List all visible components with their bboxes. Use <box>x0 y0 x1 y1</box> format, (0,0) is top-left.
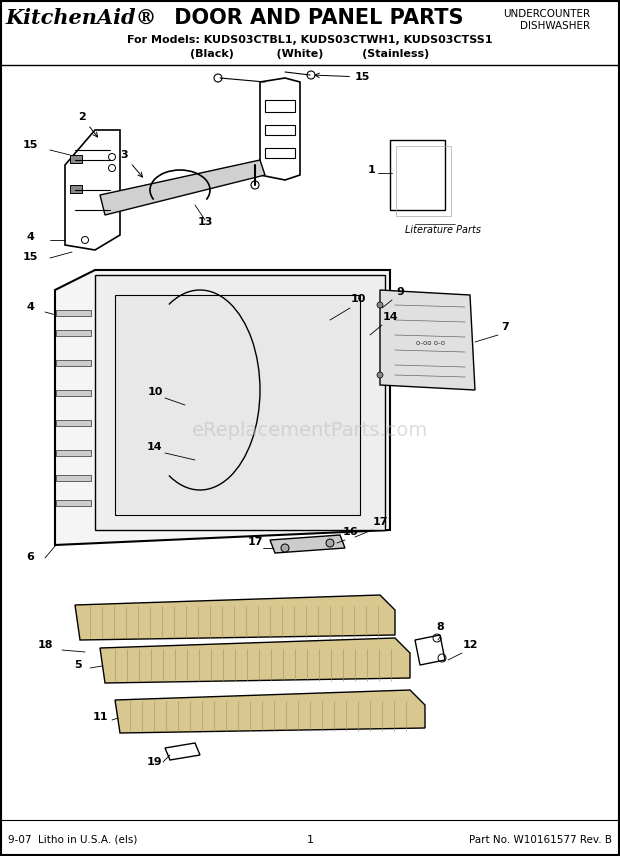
Text: eReplacementParts.com: eReplacementParts.com <box>192 420 428 439</box>
Text: 8: 8 <box>436 622 444 632</box>
Text: 19: 19 <box>147 757 163 767</box>
Bar <box>56 330 91 336</box>
Bar <box>265 148 295 158</box>
Text: 10: 10 <box>350 294 366 304</box>
Text: For Models: KUDS03CTBL1, KUDS03CTWH1, KUDS03CTSS1: For Models: KUDS03CTBL1, KUDS03CTWH1, KU… <box>127 35 493 45</box>
Text: DISHWASHER: DISHWASHER <box>520 21 590 31</box>
Bar <box>70 185 82 193</box>
Polygon shape <box>55 270 390 545</box>
Text: Literature Parts: Literature Parts <box>405 225 481 235</box>
Text: 2: 2 <box>78 112 97 137</box>
Polygon shape <box>380 290 475 390</box>
Polygon shape <box>95 275 385 530</box>
Bar <box>70 155 82 163</box>
Text: 4: 4 <box>26 232 34 242</box>
Text: 10: 10 <box>148 387 162 397</box>
Text: KitchenAid®: KitchenAid® <box>5 8 156 28</box>
Text: 17: 17 <box>372 517 388 527</box>
Text: UNDERCOUNTER: UNDERCOUNTER <box>503 9 590 19</box>
Text: 4: 4 <box>26 302 34 312</box>
Text: Part No. W10161577 Rev. B: Part No. W10161577 Rev. B <box>469 835 612 845</box>
Text: 6: 6 <box>26 552 34 562</box>
Text: 15: 15 <box>22 140 38 150</box>
Bar <box>115 295 360 515</box>
Bar <box>56 360 91 366</box>
Text: 15: 15 <box>315 72 370 82</box>
Text: 14: 14 <box>147 442 163 452</box>
Text: DOOR AND PANEL PARTS: DOOR AND PANEL PARTS <box>167 8 464 28</box>
Bar <box>56 500 91 506</box>
Circle shape <box>377 372 383 378</box>
Text: 1: 1 <box>367 165 375 175</box>
Text: 15: 15 <box>22 252 38 262</box>
Text: 12: 12 <box>463 640 478 650</box>
Bar <box>56 390 91 396</box>
Bar <box>56 420 91 426</box>
Bar <box>265 100 295 112</box>
Text: 14: 14 <box>382 312 398 322</box>
Bar <box>56 310 91 316</box>
Text: 13: 13 <box>197 217 213 227</box>
Text: 9-07  Litho in U.S.A. (els): 9-07 Litho in U.S.A. (els) <box>8 835 138 845</box>
Text: 7: 7 <box>501 322 509 332</box>
Polygon shape <box>270 535 345 553</box>
Polygon shape <box>100 638 410 683</box>
Text: 18: 18 <box>37 640 53 650</box>
Polygon shape <box>115 690 425 733</box>
Bar <box>390 140 445 210</box>
Text: 5: 5 <box>74 660 82 670</box>
Bar <box>396 146 451 216</box>
Text: 9: 9 <box>396 287 404 297</box>
Text: 11: 11 <box>92 712 108 722</box>
Text: 1: 1 <box>306 835 314 845</box>
Bar <box>56 475 91 481</box>
Polygon shape <box>75 595 395 640</box>
Circle shape <box>326 539 334 547</box>
Text: 16: 16 <box>342 527 358 537</box>
Text: 17: 17 <box>247 537 263 547</box>
Text: (Black)           (White)          (Stainless): (Black) (White) (Stainless) <box>190 49 430 59</box>
Circle shape <box>281 544 289 552</box>
Polygon shape <box>100 160 265 215</box>
Bar <box>265 125 295 135</box>
Bar <box>56 450 91 456</box>
Text: o-oo o-o: o-oo o-o <box>415 340 445 346</box>
Circle shape <box>377 302 383 308</box>
Text: 3: 3 <box>120 150 143 177</box>
